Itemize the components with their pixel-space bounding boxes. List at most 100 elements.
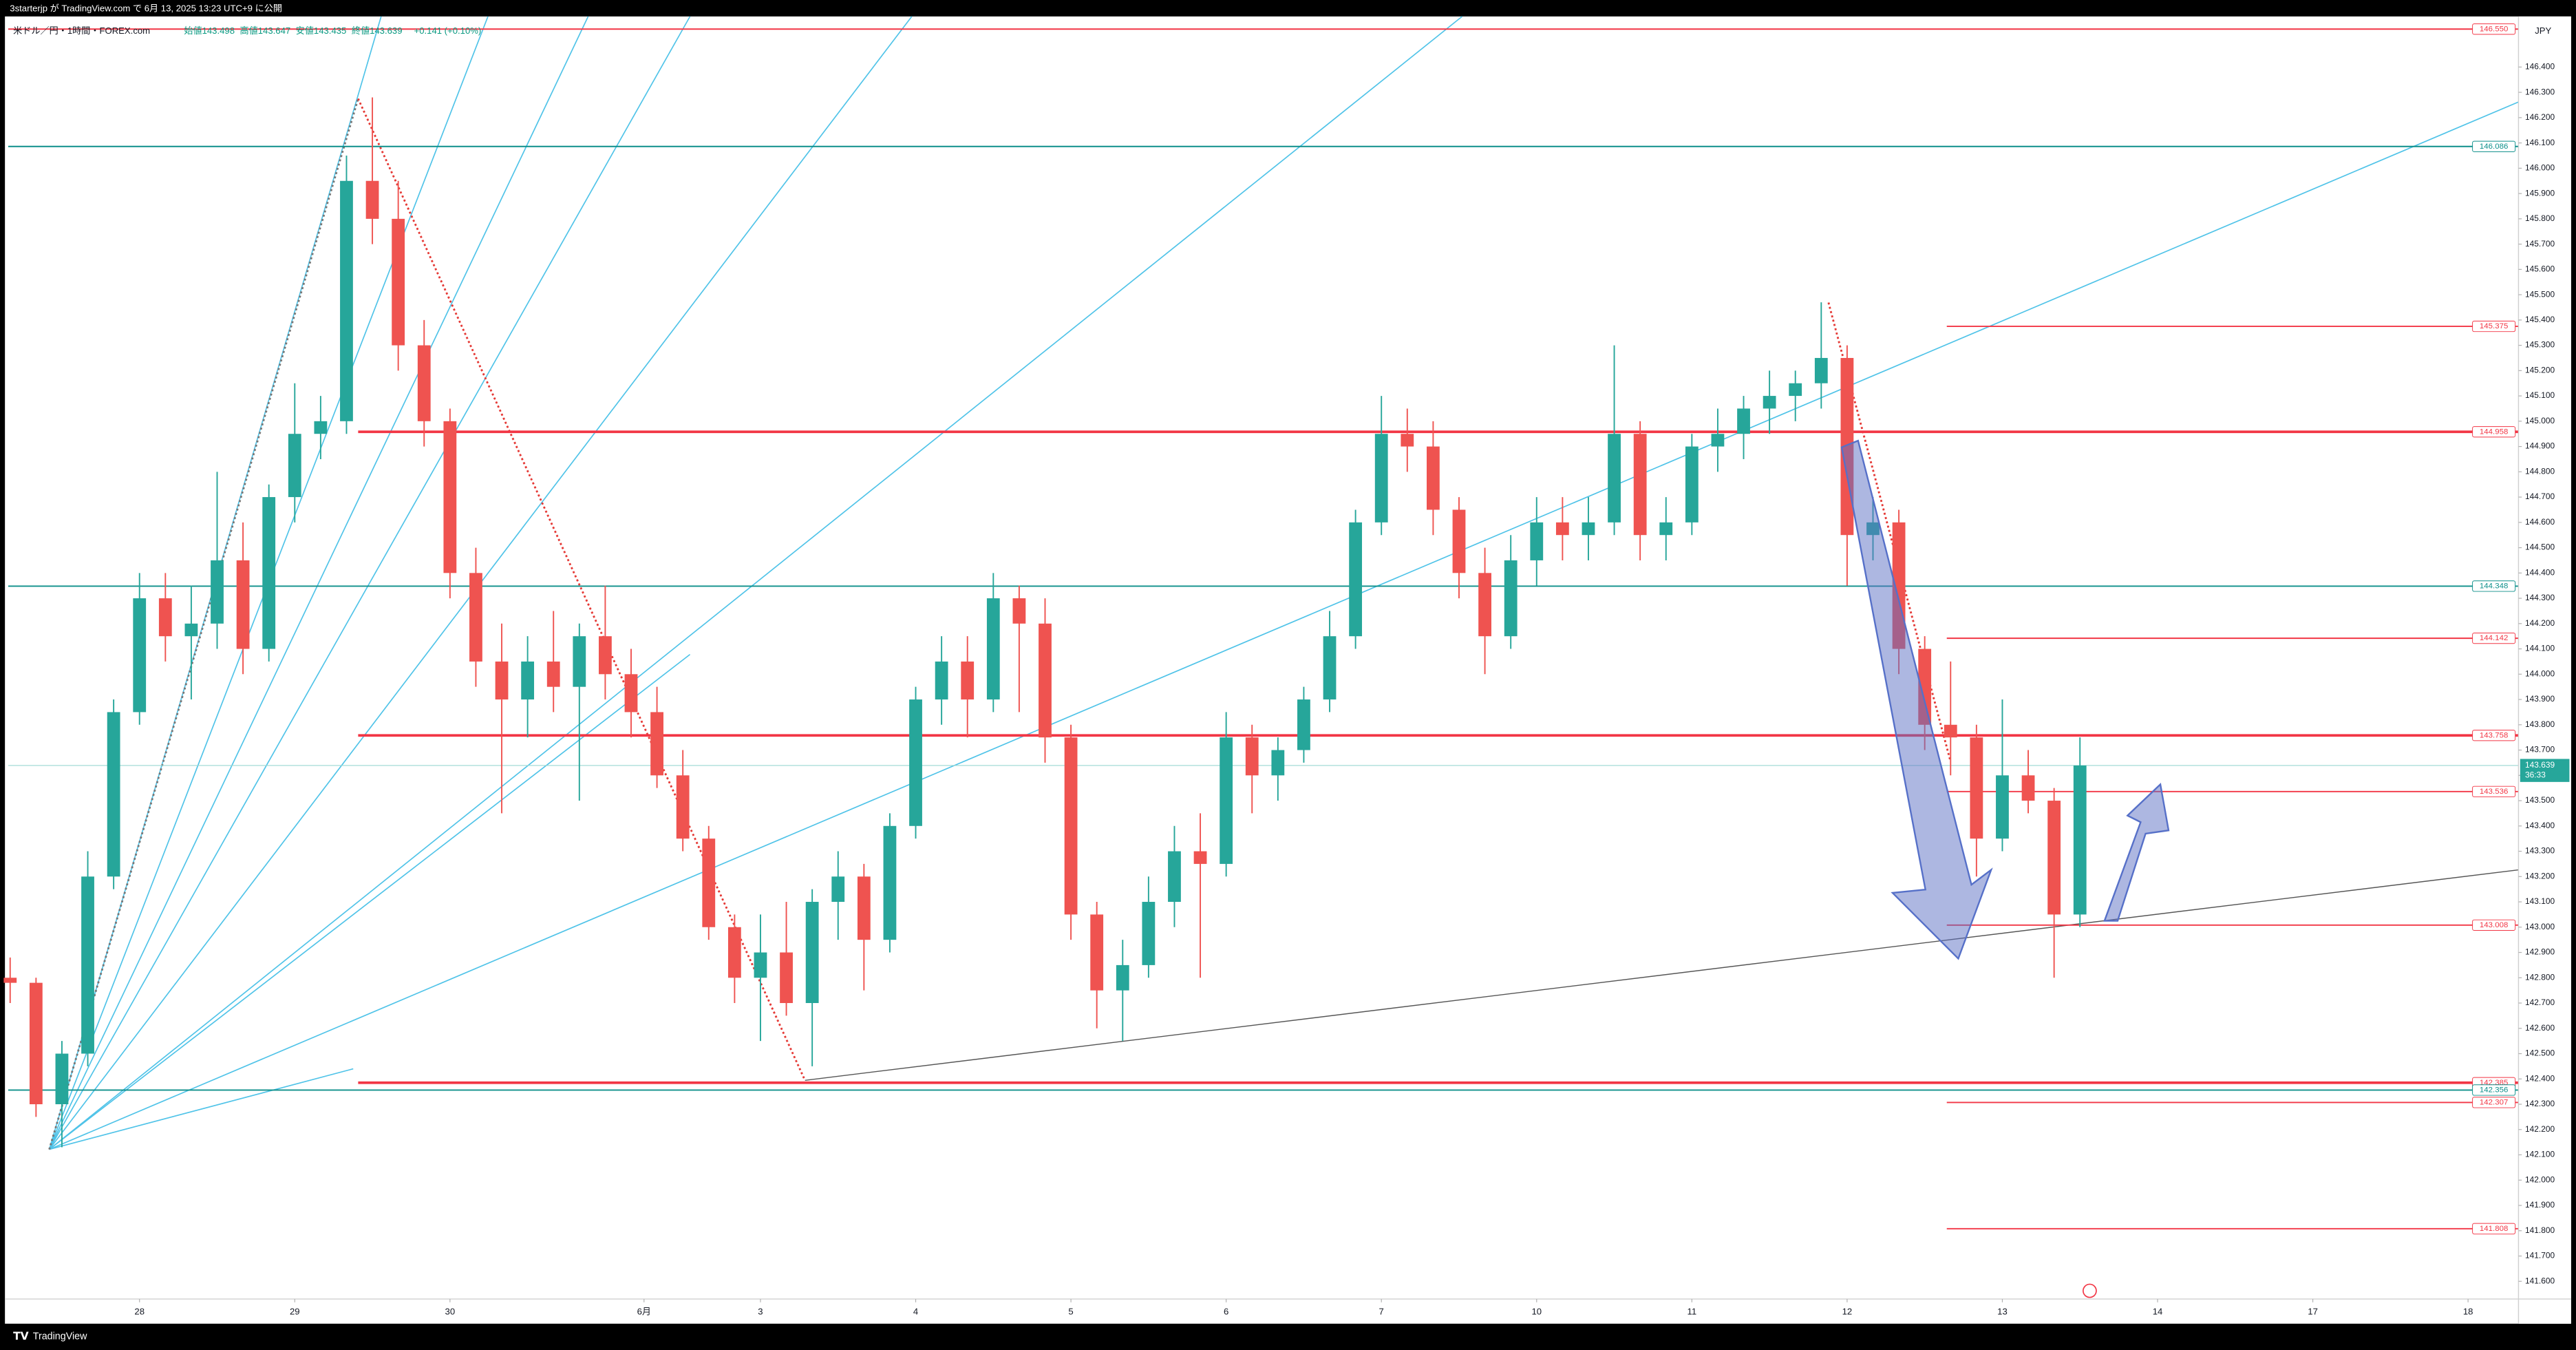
price-label: 142.307: [2480, 1098, 2508, 1106]
candle-body: [1685, 446, 1699, 523]
y-tick-label: 142.600: [2525, 1023, 2555, 1033]
y-tick-label: 144.600: [2525, 517, 2555, 527]
y-tick-label: 141.600: [2525, 1276, 2555, 1285]
candle-body: [1039, 623, 1052, 738]
candle-body: [1763, 396, 1776, 409]
y-tick-label: 144.800: [2525, 466, 2555, 476]
candle-body: [236, 560, 250, 649]
price-tag: [2472, 1084, 2516, 1096]
candle-body: [158, 598, 172, 637]
x-tick-label: 4: [913, 1307, 918, 1317]
candle-body: [1012, 598, 1026, 624]
y-tick-label: 141.700: [2525, 1251, 2555, 1261]
candle-body: [1789, 383, 1802, 397]
candle-body: [935, 661, 948, 700]
y-tick-label: 144.100: [2525, 644, 2555, 653]
publish-note: 3starterjp が TradingView.com で 6月 13, 20…: [10, 3, 282, 14]
y-tick-label: 146.100: [2525, 138, 2555, 147]
y-tick-label: 141.800: [2525, 1225, 2555, 1235]
candle-body: [1245, 737, 1259, 776]
candle-body: [624, 674, 638, 713]
x-tick-label: 11: [1688, 1307, 1697, 1317]
x-tick-label: 17: [2308, 1307, 2318, 1317]
candle-body: [1504, 560, 1518, 637]
y-tick-label: 142.200: [2525, 1124, 2555, 1134]
candle-body: [262, 497, 276, 649]
price-tag: [2472, 730, 2516, 741]
candle-body: [521, 661, 535, 700]
price-tag: [2472, 1223, 2516, 1234]
y-tick-label: 144.000: [2525, 668, 2555, 678]
fan-line: [49, 16, 1463, 1150]
price-label: 143.008: [2480, 921, 2508, 929]
x-tick-label: 30: [445, 1307, 456, 1317]
candle-body: [1970, 737, 1983, 839]
candle-body: [1996, 775, 2009, 839]
x-tick-label: 14: [2153, 1307, 2163, 1317]
arrows: [1840, 439, 2170, 960]
y-tick-label: 142.300: [2525, 1099, 2555, 1108]
candle-body: [546, 661, 560, 687]
candle-body: [1142, 902, 1156, 965]
y-tick-label: 145.600: [2525, 264, 2555, 274]
y-tick-label: 143.200: [2525, 871, 2555, 880]
candle-body: [81, 876, 94, 1054]
price-tag: [2472, 1097, 2516, 1108]
y-tick-label: 145.800: [2525, 213, 2555, 223]
candle-body: [883, 825, 897, 940]
currency: JPY: [2535, 25, 2551, 36]
candle-body: [184, 623, 198, 637]
fan-line: [48, 16, 691, 1150]
candle-body: [599, 636, 612, 675]
y-tick-label: 146.400: [2525, 62, 2555, 72]
dotted-line: [1827, 302, 1951, 760]
price-label: 144.142: [2480, 634, 2508, 642]
y-tick-label: 145.100: [2525, 390, 2555, 400]
candle-body: [1944, 724, 1957, 738]
alert-icon[interactable]: [2083, 1283, 2097, 1298]
candle-body: [909, 699, 922, 826]
y-tick-label: 142.700: [2525, 998, 2555, 1007]
candle-body: [573, 636, 586, 687]
candle-body: [495, 661, 509, 700]
x-tick-label: 18: [2463, 1307, 2473, 1317]
price-label: 143.758: [2480, 731, 2508, 739]
candle-body: [676, 775, 690, 839]
footer: TradingView: [33, 1331, 87, 1342]
x-tick-label: 10: [1531, 1307, 1542, 1317]
y-tick-label: 143.000: [2525, 922, 2555, 931]
candle-body: [1582, 522, 1595, 536]
y-tick-label: 145.300: [2525, 340, 2555, 350]
candle-body: [288, 434, 301, 498]
candle-body: [1271, 750, 1285, 776]
y-tick-label: 144.300: [2525, 593, 2555, 602]
y-tick-label: 143.300: [2525, 846, 2555, 856]
y-tick-label: 142.100: [2525, 1150, 2555, 1159]
candle-body: [2047, 801, 2061, 915]
fan-line: [48, 16, 589, 1150]
y-tick-label: 145.200: [2525, 365, 2555, 375]
dotted-line: [48, 98, 359, 1150]
y-tick-label: 143.800: [2525, 719, 2555, 729]
price-tag: [2472, 785, 2516, 797]
candle-body: [469, 573, 482, 662]
candle-body: [392, 218, 405, 346]
candle-body: [1478, 573, 1491, 637]
y-tick-label: 143.400: [2525, 821, 2555, 830]
ohlc-value: 始値143.498: [184, 25, 235, 36]
y-tick-label: 142.400: [2525, 1073, 2555, 1083]
y-tick-label: 142.000: [2525, 1174, 2555, 1184]
y-tick-label: 146.200: [2525, 112, 2555, 122]
x-tick-label: 28: [134, 1307, 145, 1317]
y-tick-label: 144.400: [2525, 567, 2555, 577]
candle-body: [340, 180, 353, 421]
candle-body: [1659, 522, 1673, 536]
candle-body: [1814, 357, 1828, 383]
price-label: 143.536: [2480, 788, 2508, 796]
candle-body: [1323, 636, 1337, 700]
ohlc-value: 高値143.647: [240, 25, 291, 36]
y-tick-label: 145.000: [2525, 416, 2555, 425]
price-tag: [2472, 426, 2516, 438]
up-arrow: [2103, 782, 2170, 922]
